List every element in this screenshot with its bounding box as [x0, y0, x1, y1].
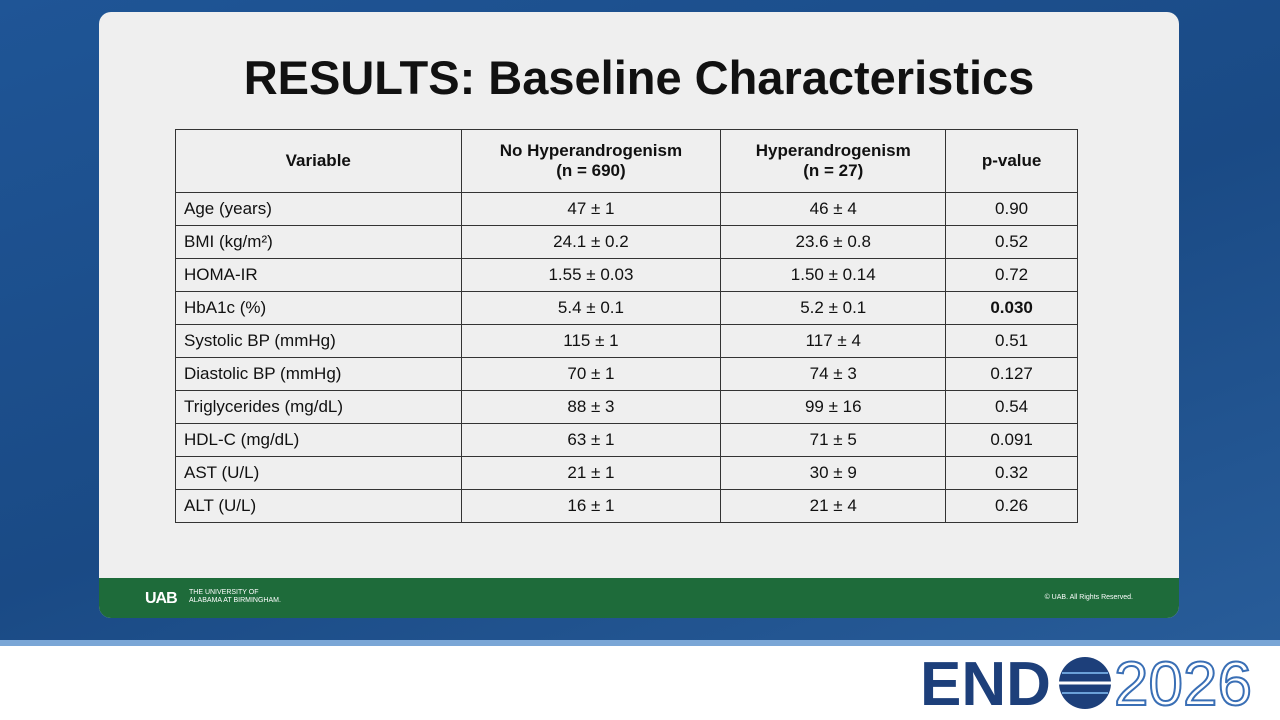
table-cell: 0.127: [945, 357, 1078, 391]
header-row: Variable No Hyperandrogenism (n = 690) Hype…: [175, 129, 1078, 193]
table-row: HbA1c (%) 5.4 ± 0.1 5.2 ± 0.1 0.030: [175, 291, 1078, 325]
table-row: Systolic BP (mmHg) 115 ± 1 117 ± 4 0.51: [175, 324, 1078, 358]
table-row: HOMA-IR 1.55 ± 0.03 1.50 ± 0.14 0.72: [175, 258, 1078, 292]
table-cell: Age (years): [175, 192, 462, 226]
header-label: p-value: [981, 151, 1042, 170]
header-label: No Hyperandrogenism: [499, 141, 683, 160]
table-cell: 0.26: [945, 489, 1078, 523]
table-cell: 70 ± 1: [460, 357, 722, 391]
globe-line: [1062, 672, 1108, 694]
endo-logo: END 2026: [920, 649, 1253, 718]
table-cell: 1.50 ± 0.14: [720, 258, 947, 292]
slide: RESULTS: Baseline Characteristics Variab…: [99, 12, 1179, 618]
footer: UAB THE UNIVERSITY OF ALABAMA AT BIRMING…: [99, 578, 1179, 618]
table-cell: 99 ± 16: [720, 390, 947, 424]
table-cell: 5.2 ± 0.1: [720, 291, 947, 325]
uab-logo: UAB: [145, 590, 178, 607]
table-cell: 88 ± 3: [460, 390, 722, 424]
table-cell: 0.32: [945, 456, 1078, 490]
table-row: Age (years) 47 ± 1 46 ± 4 0.90: [175, 192, 1078, 226]
table-cell: 30 ± 9: [720, 456, 947, 490]
table-cell: 115 ± 1: [460, 324, 722, 358]
table-cell: 47 ± 1: [460, 192, 722, 226]
header-n: (n = 27): [803, 161, 864, 180]
year: 2026: [1114, 650, 1252, 718]
table-body: Age (years) 47 ± 1 46 ± 4 0.90 BMI (kg/m²) 24…: [175, 192, 1078, 523]
table-cell: 0.52: [945, 225, 1078, 259]
table-cell: 16 ± 1: [460, 489, 722, 523]
header-cell: Variable: [175, 129, 462, 193]
table-cell: 21 ± 1: [460, 456, 722, 490]
table-row: Triglycerides (mg/dL) 88 ± 3 99 ± 16 0.54: [175, 390, 1078, 424]
table-cell: 1.55 ± 0.03: [460, 258, 722, 292]
university-line: THE UNIVERSITY OF: [189, 589, 259, 596]
header-cell: No Hyperandrogenism (n = 690): [460, 129, 722, 193]
table-cell: 63 ± 1: [460, 423, 722, 457]
table-cell: 24.1 ± 0.2: [460, 225, 722, 259]
table-cell: 46 ± 4: [720, 192, 947, 226]
header-label: Hyperandrogenism: [755, 141, 911, 160]
table-cell: 0.030: [945, 291, 1078, 325]
table-cell: 0.091: [945, 423, 1078, 457]
table-cell: HbA1c (%): [175, 291, 462, 325]
table-cell: 0.54: [945, 390, 1078, 424]
table-row: Diastolic BP (mmHg) 70 ± 1 74 ± 3 0.127: [175, 357, 1078, 391]
table-row: HDL-C (mg/dL) 63 ± 1 71 ± 5 0.091: [175, 423, 1078, 457]
table-cell: 71 ± 5: [720, 423, 947, 457]
university-name: THE UNIVERSITY OF ALABAMA AT BIRMINGHAM.: [189, 589, 281, 605]
copyright: © UAB. All Rights Reserved.: [1044, 594, 1133, 601]
slide-title: RESULTS: Baseline Characteristics: [243, 51, 1035, 104]
table-cell: Systolic BP (mmHg): [175, 324, 462, 358]
table-cell: HDL-C (mg/dL): [175, 423, 462, 457]
table-cell: 23.6 ± 0.8: [720, 225, 947, 259]
table-row: AST (U/L) 21 ± 1 30 ± 9 0.32: [175, 456, 1078, 490]
table-cell: BMI (kg/m²): [175, 225, 462, 259]
table-cell: 21 ± 4: [720, 489, 947, 523]
table-cell: 0.72: [945, 258, 1078, 292]
table-row: ALT (U/L) 16 ± 1 21 ± 4 0.26: [175, 489, 1078, 523]
header-label: Variable: [285, 151, 351, 170]
header-n: (n = 690): [556, 161, 626, 180]
table-cell: AST (U/L): [175, 456, 462, 490]
brand: END: [920, 650, 1051, 718]
header-cell: p-value: [945, 129, 1078, 193]
table-cell: 0.90: [945, 192, 1078, 226]
university-line: ALABAMA AT BIRMINGHAM.: [189, 597, 281, 604]
results-table: Variable No Hyperandrogenism (n = 690) Hype…: [175, 129, 1078, 523]
table-cell: 74 ± 3: [720, 357, 947, 391]
table-cell: Triglycerides (mg/dL): [175, 390, 462, 424]
table-cell: 117 ± 4: [720, 324, 947, 358]
table-cell: ALT (U/L): [175, 489, 462, 523]
table-cell: Diastolic BP (mmHg): [175, 357, 462, 391]
table-cell: 0.51: [945, 324, 1078, 358]
table-cell: HOMA-IR: [175, 258, 462, 292]
table-row: BMI (kg/m²) 24.1 ± 0.2 23.6 ± 0.8 0.52: [175, 225, 1078, 259]
header-cell: Hyperandrogenism (n = 27): [720, 129, 947, 193]
table-cell: 5.4 ± 0.1: [460, 291, 722, 325]
